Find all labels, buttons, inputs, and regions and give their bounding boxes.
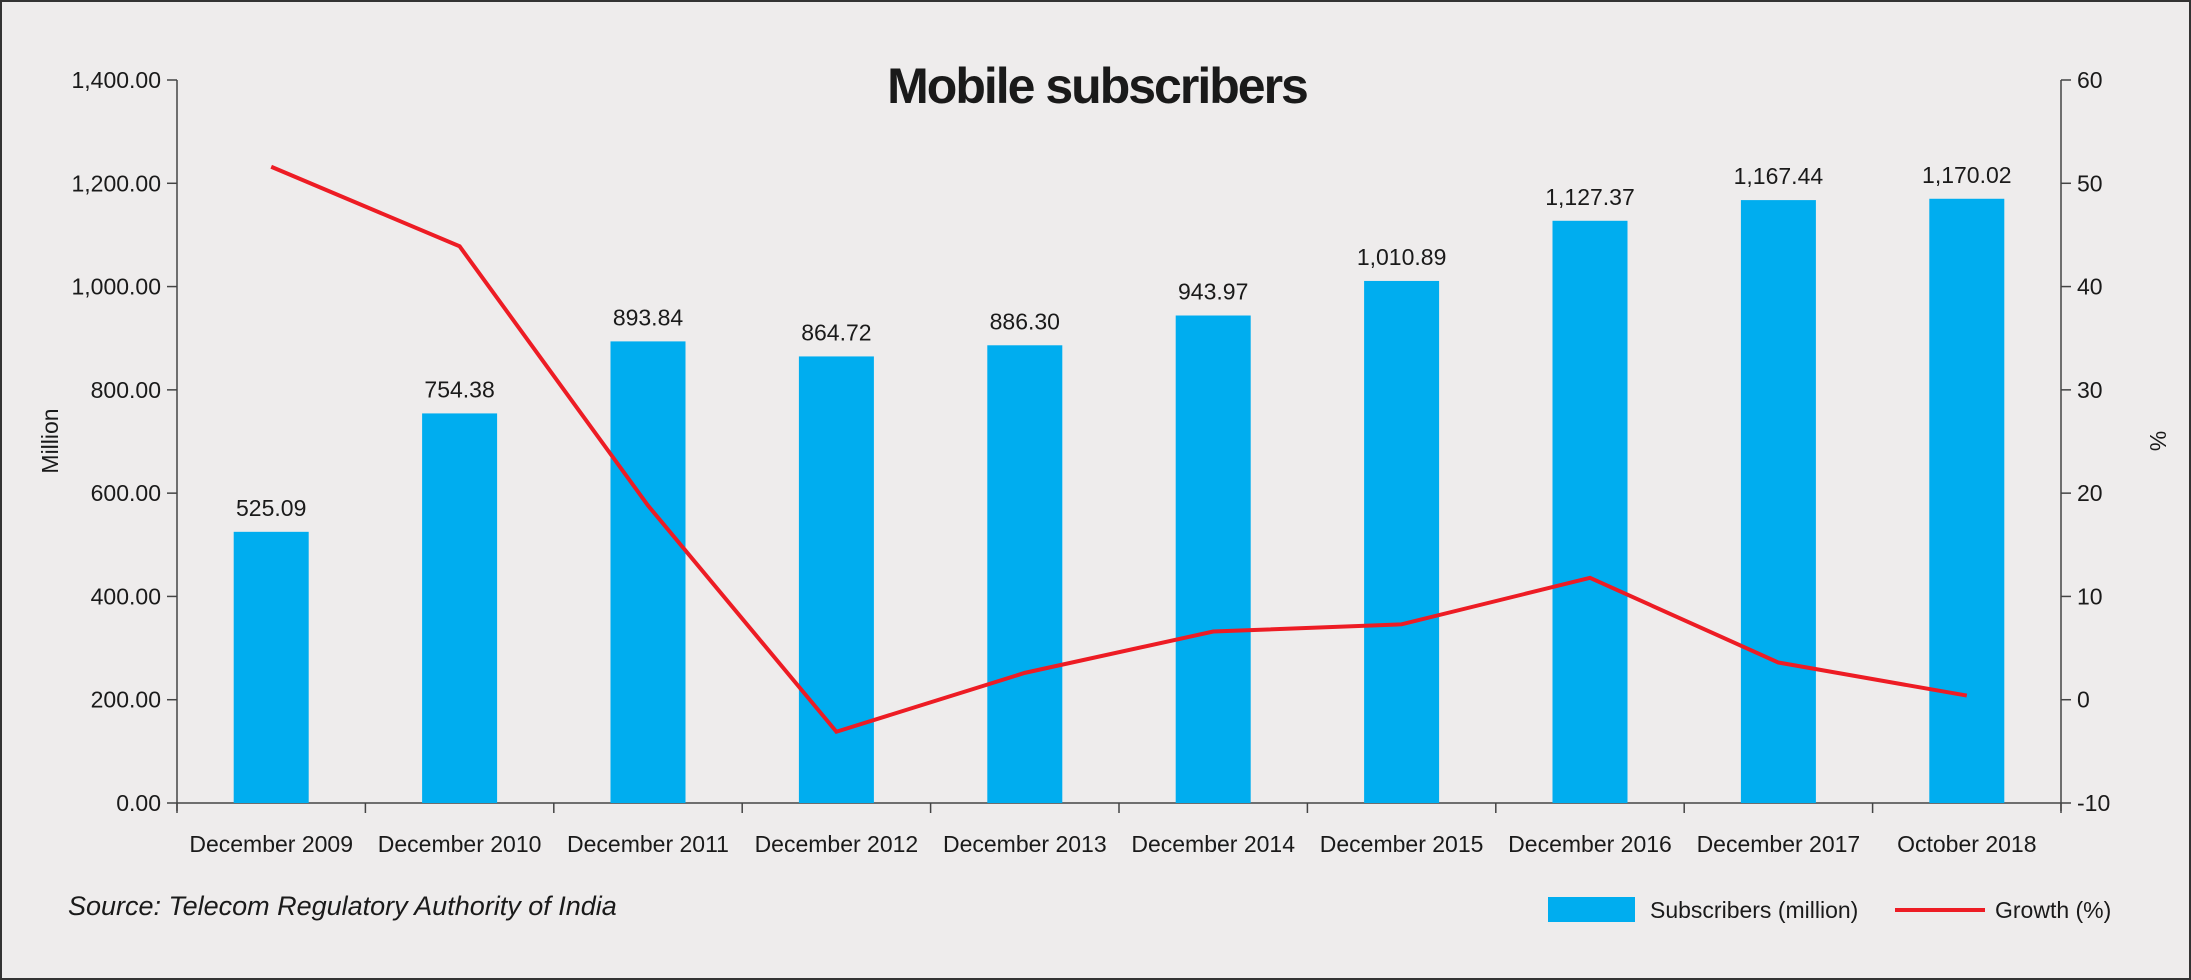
bar	[233, 531, 309, 803]
bar	[987, 345, 1063, 803]
y-right-tick-label: 10	[2077, 583, 2103, 609]
y-left-tick-label: 800.00	[91, 377, 161, 403]
bar	[1364, 280, 1440, 803]
legend-swatch-subscribers	[1548, 897, 1635, 922]
x-tick-label: December 2010	[378, 831, 542, 857]
y-right-tick-label: -10	[2077, 790, 2110, 816]
x-tick-label: December 2014	[1131, 831, 1295, 857]
bar-data-label: 886.30	[990, 308, 1060, 334]
growth-line	[270, 164, 1968, 735]
bar-data-label: 1,127.37	[1545, 184, 1635, 210]
y-left-tick-label: 0.00	[116, 790, 161, 816]
y-right-tick-label: 60	[2077, 67, 2103, 93]
x-tick-label: December 2012	[755, 831, 919, 857]
y-axis-right-label: %	[2145, 431, 2171, 451]
legend-label-subscribers: Subscribers (million)	[1650, 897, 1858, 923]
y-left-tick-label: 200.00	[91, 687, 161, 713]
x-tick-label: December 2013	[943, 831, 1107, 857]
y-right-tick-label: 20	[2077, 480, 2103, 506]
bar	[1740, 200, 1816, 803]
bar-data-label: 525.09	[236, 495, 306, 521]
bar	[1929, 198, 2005, 803]
source-note: Source: Telecom Regulatory Authority of …	[68, 891, 617, 921]
y-axis-left-label: Million	[37, 408, 63, 473]
x-tick-label: December 2011	[567, 831, 729, 857]
bar-data-label: 893.84	[613, 304, 684, 330]
y-right-tick-label: 40	[2077, 274, 2103, 300]
x-tick-label: December 2015	[1320, 831, 1484, 857]
y-left-tick-label: 1,400.00	[71, 67, 161, 93]
y-left-tick-label: 1,000.00	[71, 274, 161, 300]
y-right-tick-label: 50	[2077, 170, 2103, 196]
chart-title: Mobile subscribers	[887, 58, 1307, 114]
y-right-tick-label: 30	[2077, 377, 2103, 403]
bar	[422, 413, 498, 803]
y-left-tick-label: 400.00	[91, 583, 161, 609]
bar-data-label: 864.72	[801, 319, 871, 345]
legend-label-growth: Growth (%)	[1995, 897, 2111, 923]
bar-data-label: 754.38	[424, 376, 494, 402]
x-tick-label: December 2009	[189, 831, 353, 857]
bar	[610, 341, 686, 803]
bar-data-label: 943.97	[1178, 279, 1248, 305]
bar-data-label: 1,010.89	[1357, 244, 1447, 270]
bar	[1175, 315, 1251, 803]
y-left-tick-label: 1,200.00	[71, 170, 161, 196]
bar-data-label: 1,167.44	[1734, 163, 1824, 189]
y-right-tick-label: 0	[2077, 687, 2090, 713]
y-left-tick-label: 600.00	[91, 480, 161, 506]
bar-data-label: 1,170.02	[1922, 162, 2012, 188]
x-tick-label: October 2018	[1897, 831, 2036, 857]
x-tick-label: December 2017	[1697, 831, 1861, 857]
x-tick-label: December 2016	[1508, 831, 1672, 857]
bar	[1552, 220, 1628, 803]
legend: Subscribers (million) Growth (%)	[1548, 897, 2111, 923]
bar	[798, 356, 874, 803]
